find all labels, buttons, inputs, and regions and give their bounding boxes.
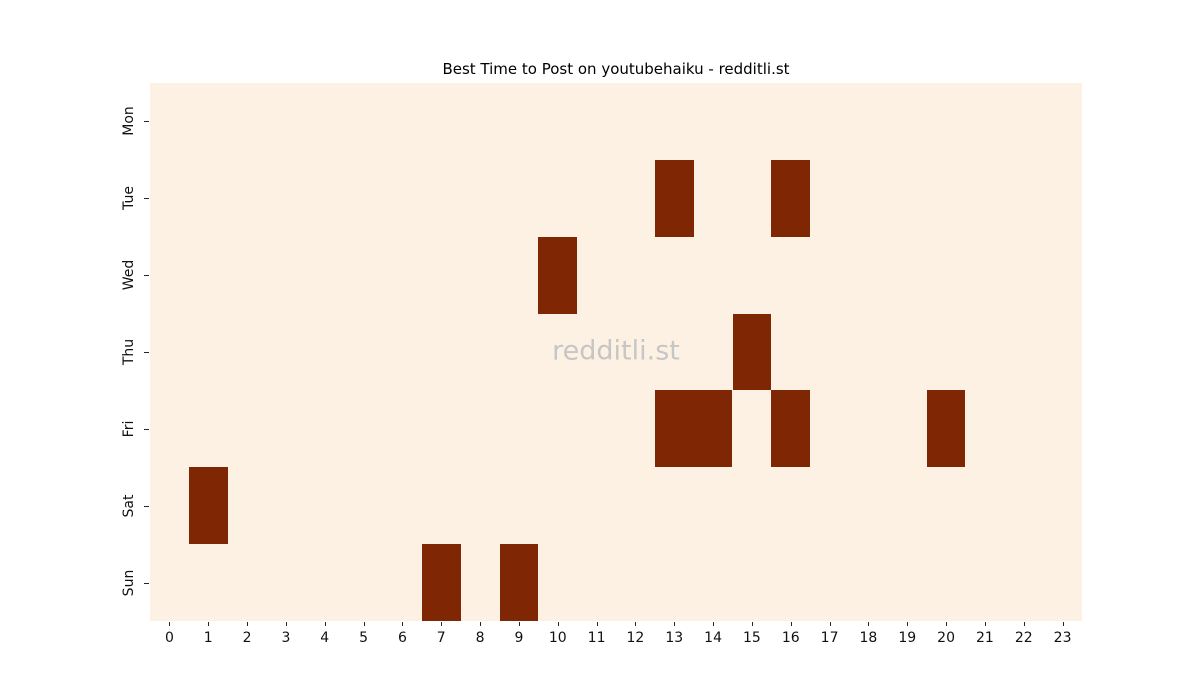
x-tick-label: 8: [475, 630, 485, 646]
heatmap-cell: [654, 390, 694, 468]
x-tick-mark: [518, 622, 520, 626]
x-tick-mark: [1062, 622, 1064, 626]
y-tick-label: Wed: [121, 259, 137, 291]
x-tick-label: 2: [242, 630, 252, 646]
x-tick-mark: [790, 622, 792, 626]
y-tick-mark: [144, 198, 149, 200]
y-tick-label: Sun: [121, 569, 137, 596]
heatmap-cell: [538, 236, 578, 314]
x-tick-label: 19: [898, 630, 917, 646]
y-tick-mark: [144, 505, 149, 507]
x-tick-label: 16: [781, 630, 800, 646]
x-tick-label: 11: [587, 630, 606, 646]
x-tick-mark: [285, 622, 287, 626]
y-tick-label: Sat: [121, 494, 137, 518]
x-tick-mark: [557, 622, 559, 626]
y-tick-mark: [144, 582, 149, 584]
x-tick-mark: [829, 622, 831, 626]
x-tick-mark: [402, 622, 404, 626]
x-tick-label: 13: [665, 630, 684, 646]
x-tick-label: 0: [164, 630, 174, 646]
x-tick-label: 10: [548, 630, 567, 646]
x-tick-label: 22: [1014, 630, 1033, 646]
x-tick-mark: [907, 622, 909, 626]
x-tick-mark: [247, 622, 249, 626]
x-tick-label: 23: [1053, 630, 1072, 646]
y-tick-label: Thu: [121, 338, 137, 366]
heatmap-cell: [654, 159, 694, 237]
x-tick-label: 21: [975, 630, 994, 646]
y-tick-label: Tue: [121, 186, 137, 211]
heatmap-cell: [926, 390, 966, 468]
x-tick-mark: [713, 622, 715, 626]
x-tick-mark: [169, 622, 171, 626]
x-tick-label: 5: [359, 630, 369, 646]
x-tick-mark: [441, 622, 443, 626]
x-tick-mark: [208, 622, 210, 626]
x-tick-mark: [480, 622, 482, 626]
chart-title: Best Time to Post on youtubehaiku - redd…: [442, 60, 790, 78]
heatmap-cell: [771, 390, 811, 468]
x-tick-mark: [984, 622, 986, 626]
y-tick-label: Mon: [121, 106, 137, 137]
heatmap-plot: redditli.st: [150, 83, 1082, 621]
x-tick-mark: [751, 622, 753, 626]
x-tick-label: 4: [320, 630, 330, 646]
x-tick-label: 1: [203, 630, 213, 646]
x-tick-label: 7: [436, 630, 446, 646]
x-tick-mark: [635, 622, 637, 626]
heatmap-cell: [771, 159, 811, 237]
x-tick-label: 18: [859, 630, 878, 646]
watermark: redditli.st: [552, 335, 680, 367]
heatmap-cell: [693, 390, 733, 468]
x-tick-label: 17: [820, 630, 839, 646]
x-tick-label: 3: [281, 630, 291, 646]
y-tick-mark: [144, 352, 149, 353]
x-tick-label: 9: [514, 630, 524, 646]
y-tick-mark: [144, 428, 149, 430]
heatmap-cell: [421, 544, 461, 621]
x-tick-mark: [363, 622, 365, 626]
heatmap-cell: [732, 313, 772, 391]
y-tick-mark: [144, 275, 149, 277]
x-tick-label: 20: [937, 630, 955, 646]
x-tick-mark: [324, 622, 326, 626]
x-tick-mark: [868, 622, 870, 626]
x-tick-label: 14: [704, 630, 722, 646]
heatmap-cell: [499, 544, 539, 621]
x-tick-label: 6: [397, 630, 407, 646]
y-tick-mark: [144, 121, 149, 123]
x-tick-label: 12: [626, 630, 645, 646]
x-tick-mark: [596, 622, 598, 626]
x-tick-label: 15: [742, 630, 761, 646]
heatmap-cell: [188, 467, 228, 545]
x-tick-mark: [674, 622, 676, 626]
x-tick-mark: [1023, 622, 1025, 626]
y-tick-label: Fri: [121, 420, 137, 438]
x-tick-mark: [946, 622, 948, 626]
